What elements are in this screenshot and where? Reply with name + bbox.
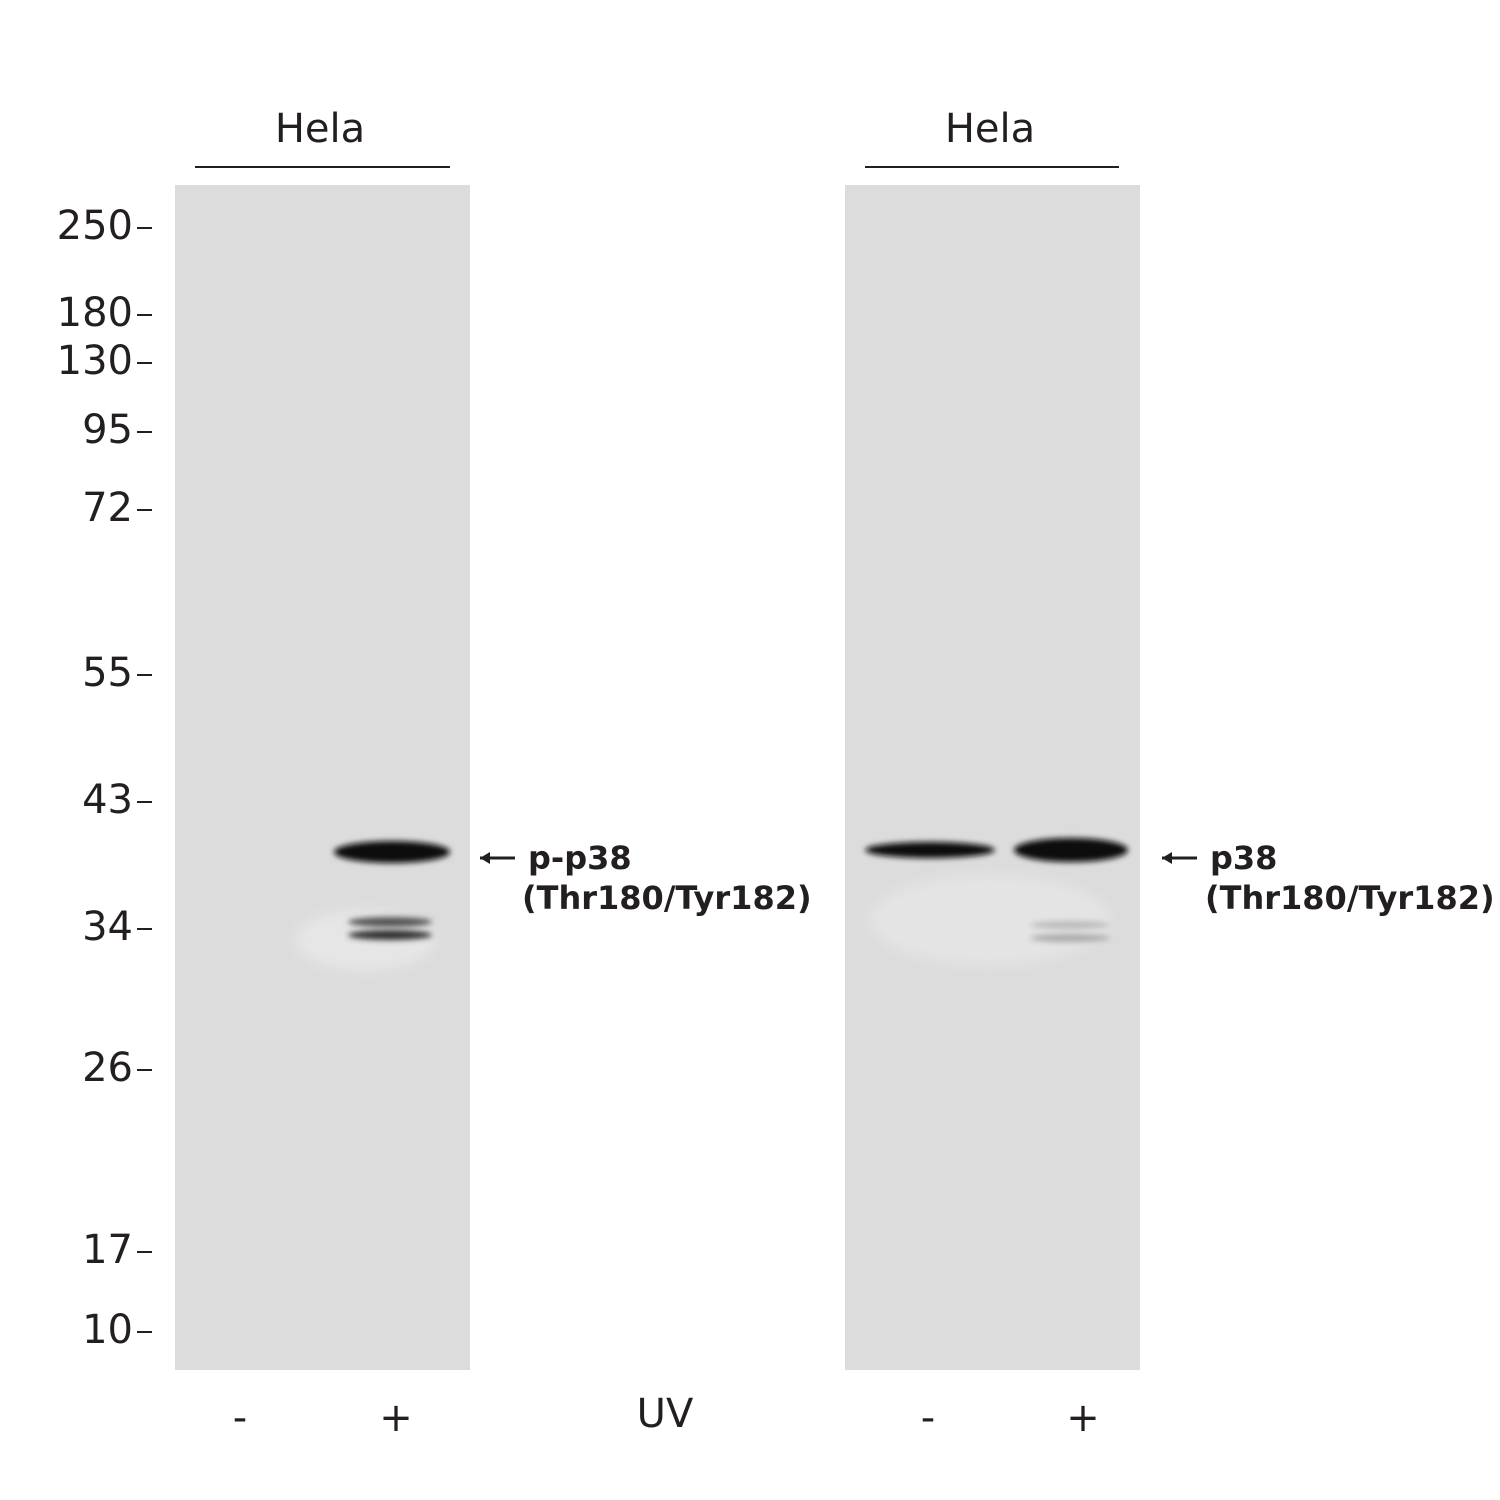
lane-label: - [921,1395,935,1441]
marker-label: 55 [82,650,133,696]
lane-label: + [379,1395,413,1441]
band [1030,934,1110,942]
band [1014,838,1128,862]
marker-label: 95 [82,407,133,453]
marker-label: 26 [82,1045,133,1091]
band [334,841,450,863]
marker-label: 10 [82,1307,133,1353]
marker-label: 250 [57,203,133,249]
panel-title: Hela [945,106,1035,152]
arrow-head [480,852,490,864]
band [865,842,995,858]
blot-membrane [845,185,1140,1370]
marker-label: 72 [82,485,133,531]
band-label: (Thr180/Tyr182) [1205,879,1495,917]
marker-label: 130 [57,338,133,384]
band [348,930,432,940]
panel-title: Hela [275,106,365,152]
blot-membrane [175,185,470,1370]
marker-label: 180 [57,290,133,336]
marker-label: 43 [82,777,133,823]
marker-label: 17 [82,1227,133,1273]
band-label: p38 [1210,839,1277,877]
background-smear [870,875,1110,965]
band-label: (Thr180/Tyr182) [522,879,812,917]
arrow-head [1162,852,1172,864]
marker-label: 34 [82,904,133,950]
lane-label: + [1066,1395,1100,1441]
band [348,917,432,927]
lane-label: - [233,1395,247,1441]
band [1030,921,1110,929]
band-label: p-p38 [528,839,632,877]
treatment-label: UV [637,1391,694,1437]
